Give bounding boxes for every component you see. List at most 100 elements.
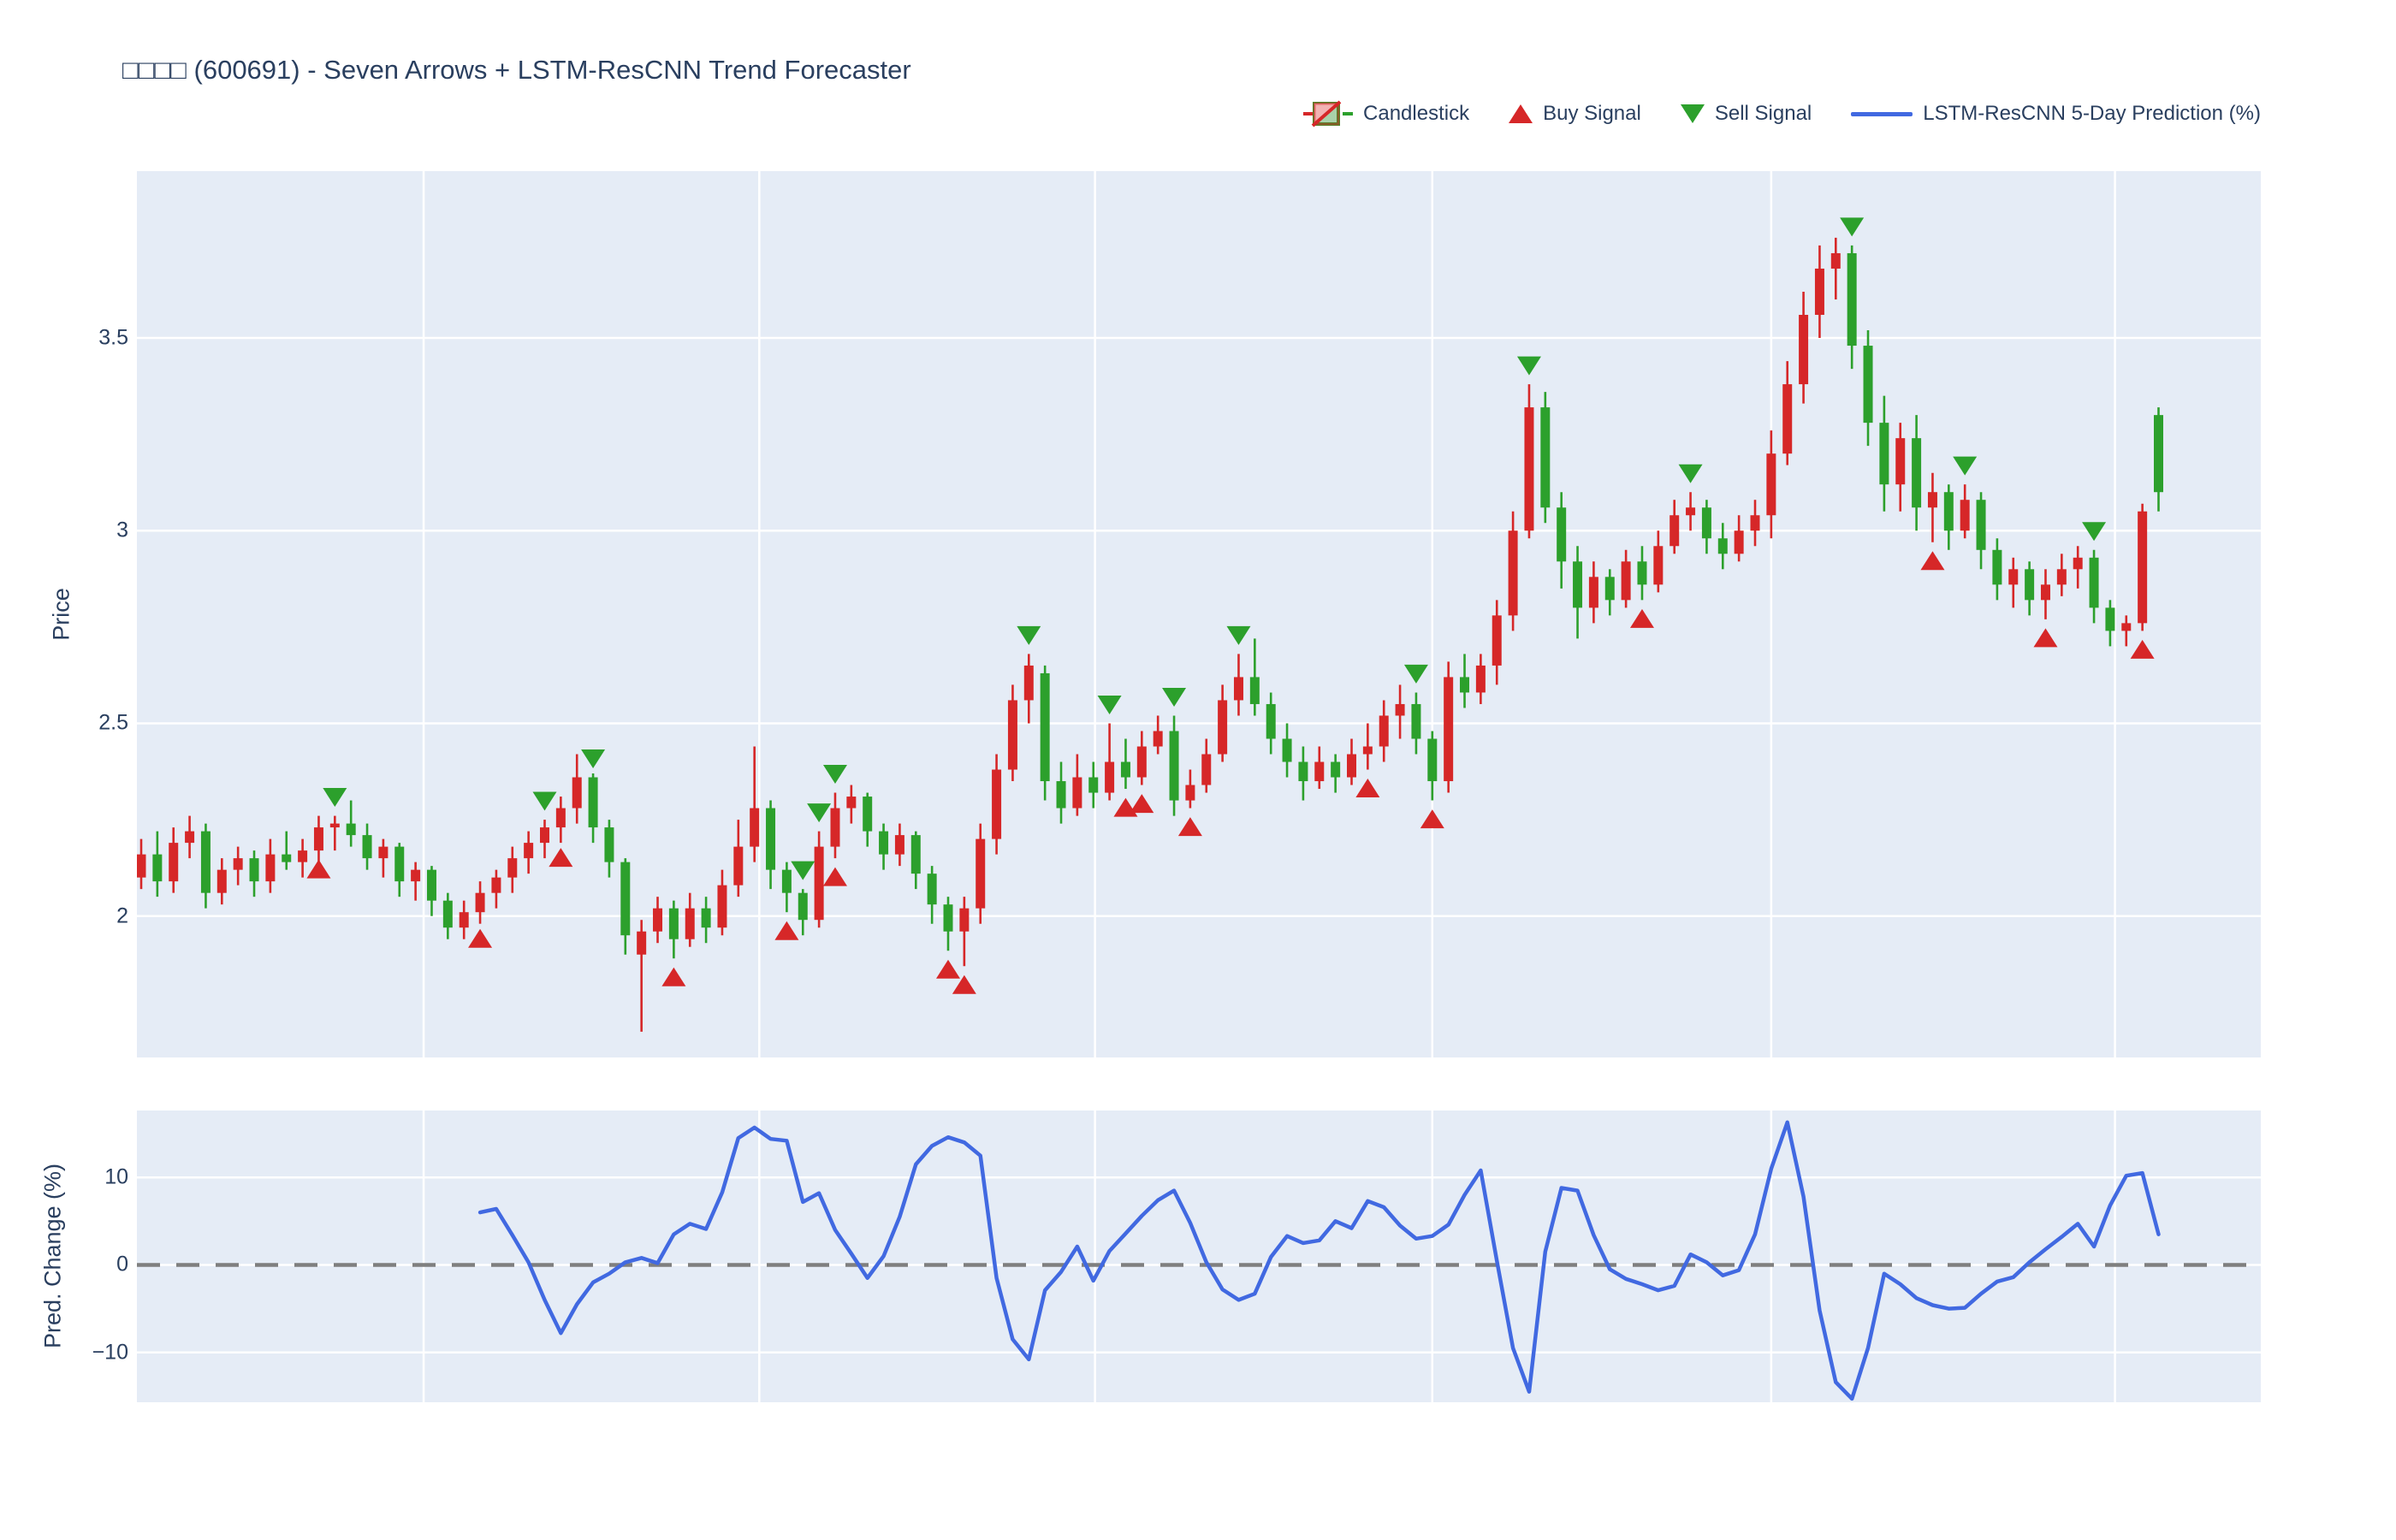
candle-body-up <box>1105 761 1115 793</box>
candle-body-up <box>169 843 179 882</box>
candle-body-up <box>1588 577 1598 608</box>
candle-body-down <box>426 869 436 901</box>
candle-body-up <box>1799 315 1809 385</box>
candle-body-up <box>1395 703 1405 716</box>
candle-body-up <box>846 797 857 808</box>
candle-body-down <box>1976 500 1986 550</box>
candlestick-icon <box>1303 99 1354 128</box>
sell-signal-marker <box>1678 464 1703 483</box>
candle-body-down <box>879 831 889 855</box>
candle-body-up <box>185 831 195 844</box>
candle-body-down <box>1540 407 1551 508</box>
candle-body-up <box>507 858 518 878</box>
legend-item-prediction[interactable]: LSTM-ResCNN 5-Day Prediction (%) <box>1851 102 2261 126</box>
candle-body-up <box>830 808 840 847</box>
candle-body-down <box>766 808 776 870</box>
candle-body-up <box>1734 530 1744 554</box>
candle-body-up <box>378 846 388 859</box>
candle-body-down <box>668 908 679 939</box>
buy-signal-marker <box>1177 817 1202 837</box>
candle-body-down <box>1411 703 1421 739</box>
sell-signal-marker <box>822 765 847 785</box>
candle-body-up <box>216 869 227 893</box>
candle-body-down <box>1863 346 1873 424</box>
sell-signal-marker <box>323 788 347 808</box>
candle-body-up <box>1362 746 1373 755</box>
sell-signal-marker <box>1403 664 1428 684</box>
candle-body-up <box>1475 665 1486 693</box>
candle-body-down <box>1298 761 1308 782</box>
sell-signal-marker <box>532 791 557 811</box>
chart-title: □□□□ (600691) - Seven Arrows + LSTM-ResC… <box>122 55 911 85</box>
buy-signal-marker <box>661 967 686 986</box>
candle-body-up <box>265 854 276 882</box>
candle-body-down <box>2154 415 2163 493</box>
legend-label-prediction: LSTM-ResCNN 5-Day Prediction (%) <box>1923 102 2261 125</box>
candle-body-up <box>2056 569 2067 585</box>
candle-body-down <box>1573 561 1583 608</box>
sell-signal-marker <box>1017 625 1041 645</box>
candle-body-down <box>1604 577 1615 601</box>
legend-item-sell-signal[interactable]: Sell Signal <box>1680 102 1812 126</box>
legend-label-buy: Buy Signal <box>1543 102 1641 125</box>
candle-body-up <box>976 838 986 909</box>
candle-body-down <box>1331 761 1341 778</box>
candle-body-down <box>442 900 453 928</box>
candle-body-up <box>1669 515 1680 547</box>
candle-body-down <box>1427 738 1438 782</box>
candle-body-down <box>282 854 292 862</box>
candle-body-down <box>1992 549 2002 585</box>
candle-body-up <box>137 854 146 878</box>
buy-signal-marker <box>822 867 847 886</box>
candle-body-up <box>555 808 566 828</box>
candle-body-up <box>1007 700 1017 770</box>
candle-body-down <box>604 827 614 862</box>
candle-body-up <box>1153 731 1163 747</box>
candle-body-up <box>653 908 663 932</box>
buy-signal-marker <box>774 921 799 940</box>
candle-body-up <box>313 827 323 851</box>
candle-body-down <box>798 892 808 921</box>
candle-body-up <box>1830 252 1841 269</box>
candle-body-up <box>637 931 647 955</box>
legend-item-candlestick[interactable]: Candlestick <box>1303 99 1469 128</box>
candle-body-down <box>1460 677 1470 693</box>
candle-body-up <box>1492 615 1502 666</box>
candle-body-up <box>717 885 727 928</box>
candle-body-down <box>1169 731 1179 801</box>
candle-body-up <box>992 769 1002 839</box>
sell-signal-marker <box>2082 522 2107 542</box>
buy-signal-marker <box>1420 809 1444 829</box>
candle-body-down <box>1266 703 1276 739</box>
candle-body-up <box>1686 507 1696 516</box>
buy-signal-marker <box>1130 794 1154 814</box>
candle-body-up <box>685 908 695 939</box>
buy-signal-marker <box>2130 639 2155 659</box>
candle-body-up <box>1960 500 1970 531</box>
buy-signal-marker <box>1355 779 1380 798</box>
buy-signal-icon <box>1509 104 1533 123</box>
candle-body-down <box>1088 777 1099 793</box>
buy-signal-marker <box>2033 628 2058 648</box>
candle-body-up <box>1927 492 1937 508</box>
candle-body-up <box>411 869 421 882</box>
candle-body-down <box>588 777 598 828</box>
candle-body-up <box>1444 677 1454 782</box>
candle-body-down <box>1249 677 1260 704</box>
price-panel[interactable] <box>137 171 2261 1057</box>
sell-signal-marker <box>807 803 832 823</box>
y-tick-label: 2.5 <box>98 710 128 735</box>
legend-item-buy-signal[interactable]: Buy Signal <box>1509 102 1641 126</box>
candle-body-up <box>750 808 760 847</box>
prediction-panel[interactable] <box>137 1111 2261 1402</box>
y-tick-label: 10 <box>104 1164 128 1189</box>
buy-signal-marker <box>468 928 493 948</box>
price-axis-title: Price <box>48 588 74 641</box>
candle-body-down <box>152 854 163 882</box>
sell-signal-marker <box>1097 695 1122 714</box>
candle-body-down <box>2025 569 2035 601</box>
candle-body-up <box>894 835 904 855</box>
buy-signal-marker <box>936 959 960 979</box>
candle-body-up <box>1814 268 1824 316</box>
y-tick-label: 0 <box>116 1252 128 1276</box>
